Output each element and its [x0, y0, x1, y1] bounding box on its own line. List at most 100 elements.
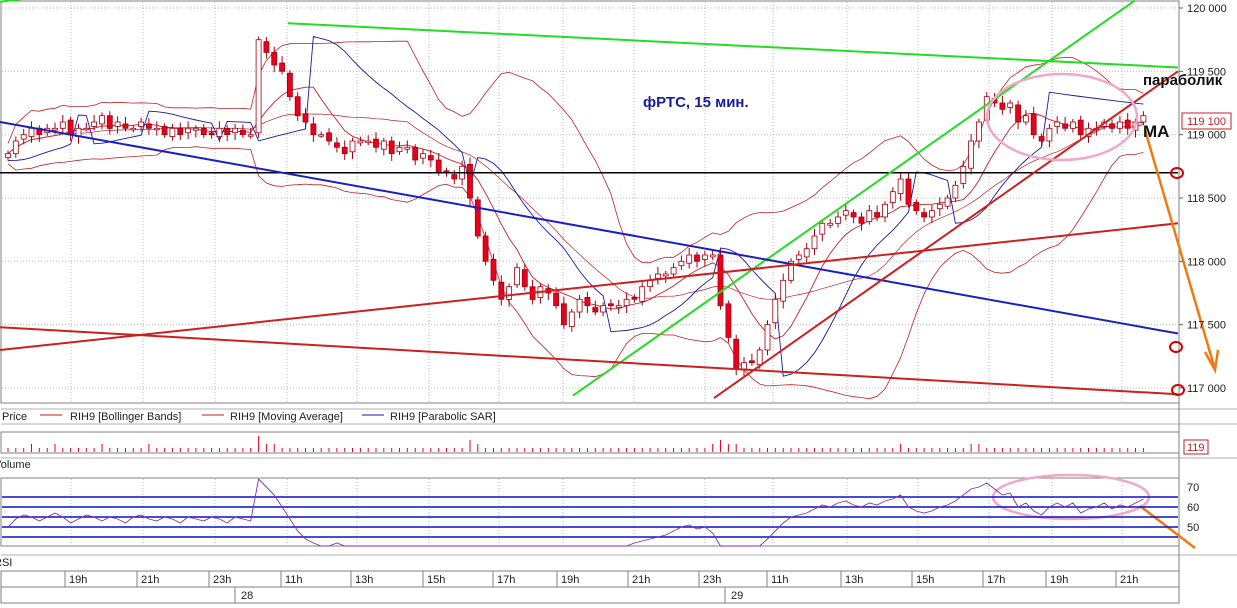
candle-body	[153, 127, 160, 131]
annotation-shapes-layer	[985, 72, 1220, 549]
candle-body	[952, 184, 959, 199]
rsi-line	[7, 478, 1144, 547]
volume-badge-value: 119	[1187, 442, 1205, 454]
candle-body	[584, 296, 591, 306]
x-tick-label: 13h	[845, 574, 863, 586]
price-marker	[1170, 167, 1184, 179]
candle-body	[615, 305, 622, 309]
date-label-28: 28	[241, 590, 253, 602]
candle-body	[702, 254, 708, 260]
legend-sar: RIH9 [Parabolic SAR]	[390, 411, 496, 423]
candle-body	[232, 127, 239, 134]
volume-bars-layer	[7, 436, 1144, 452]
candle-body	[725, 303, 732, 338]
candle-body	[91, 121, 97, 127]
x-tick-label: 21h	[1120, 574, 1138, 586]
candle-body	[905, 178, 912, 205]
moving-average-line	[7, 86, 1144, 340]
candle-body	[850, 212, 857, 218]
parabolic-label: параболик	[1143, 72, 1223, 89]
candle-body	[795, 254, 802, 260]
rsi-tick-label: 50	[1187, 522, 1199, 534]
candle-body	[874, 212, 880, 218]
candle-body	[482, 235, 489, 262]
candle-body	[474, 199, 481, 237]
candle-body	[427, 155, 434, 161]
candle-body	[404, 146, 411, 150]
candle-body	[145, 123, 152, 129]
candle-body	[639, 286, 646, 302]
candle-body	[185, 127, 192, 134]
y-tick-label: 118 500	[1187, 193, 1226, 205]
candle-body	[576, 298, 583, 313]
candle-body	[365, 140, 372, 143]
candle-body	[1015, 104, 1021, 123]
candle-body	[561, 303, 567, 326]
red-support-trendline	[713, 70, 1179, 399]
price-marker	[1169, 341, 1183, 353]
candle-body	[114, 121, 121, 127]
candle-body	[310, 123, 317, 136]
candle-body	[177, 127, 184, 136]
candle-body	[733, 338, 740, 370]
candle-body	[1117, 121, 1123, 129]
candle-body	[944, 197, 951, 207]
candle-body	[1046, 127, 1053, 142]
y-tick-label: 117 500	[1187, 320, 1226, 332]
highlight-ellipse-price	[985, 72, 1139, 162]
rsi-layer: 50 60 70	[2, 478, 1199, 547]
green-rising-line	[572, 0, 1136, 397]
candle-body	[568, 311, 575, 328]
candle-body	[756, 349, 763, 366]
candle-body	[936, 203, 943, 210]
candle-body	[858, 216, 865, 224]
candle-body	[380, 140, 387, 150]
candle-body	[122, 123, 129, 129]
x-tick-label: 15h	[916, 574, 934, 586]
parabolic-sar-line	[7, 35, 1144, 377]
candle-body	[913, 201, 920, 211]
forecast-arrowhead-price	[1203, 349, 1220, 374]
candle-body	[420, 153, 426, 159]
candle-body	[28, 127, 35, 137]
candle-body	[200, 127, 207, 136]
candle-body	[514, 267, 520, 286]
candle-body	[396, 146, 403, 153]
candle-body	[506, 286, 513, 300]
candle-body	[741, 362, 747, 370]
candle-body	[889, 191, 896, 203]
candle-body	[1023, 115, 1029, 123]
candle-body	[1070, 121, 1076, 129]
candle-body	[1077, 119, 1084, 136]
candle-body	[388, 140, 395, 155]
price-panel-frame	[0, 0, 1180, 404]
legend-ma: RIH9 [Moving Average]	[230, 411, 343, 423]
candle-body	[968, 140, 974, 169]
candle-body	[59, 121, 66, 129]
candle-body	[130, 127, 137, 131]
candle-body	[999, 102, 1006, 110]
chart-title: фРТС, 15 мин.	[643, 94, 749, 111]
date-label-29: 29	[731, 590, 743, 602]
candle-body	[1054, 121, 1061, 127]
candle-body	[882, 203, 888, 218]
candle-body	[255, 39, 262, 134]
green-channel-top	[287, 22, 1179, 69]
x-tick-label: 17h	[987, 574, 1005, 586]
x-tick-label: 21h	[141, 574, 159, 586]
candle-body	[811, 235, 818, 250]
volume-badge	[1183, 439, 1209, 455]
candle-body	[686, 254, 693, 264]
volume-panel-label: Volume	[0, 459, 31, 471]
candle-body	[20, 134, 27, 140]
x-tick-label: 19h	[1050, 574, 1068, 586]
candle-body	[929, 210, 935, 218]
candle-body	[12, 140, 19, 155]
candle-body	[99, 115, 105, 125]
candle-body	[247, 134, 254, 137]
candle-body	[208, 132, 215, 136]
candle-body	[373, 138, 379, 148]
y-tick-label: 119 000	[1187, 130, 1226, 142]
time-axis: 19h 21h 23h 11h 13h 15h 17h 19h 21h 23h 11h 13h 15h 1…	[64, 571, 1138, 603]
